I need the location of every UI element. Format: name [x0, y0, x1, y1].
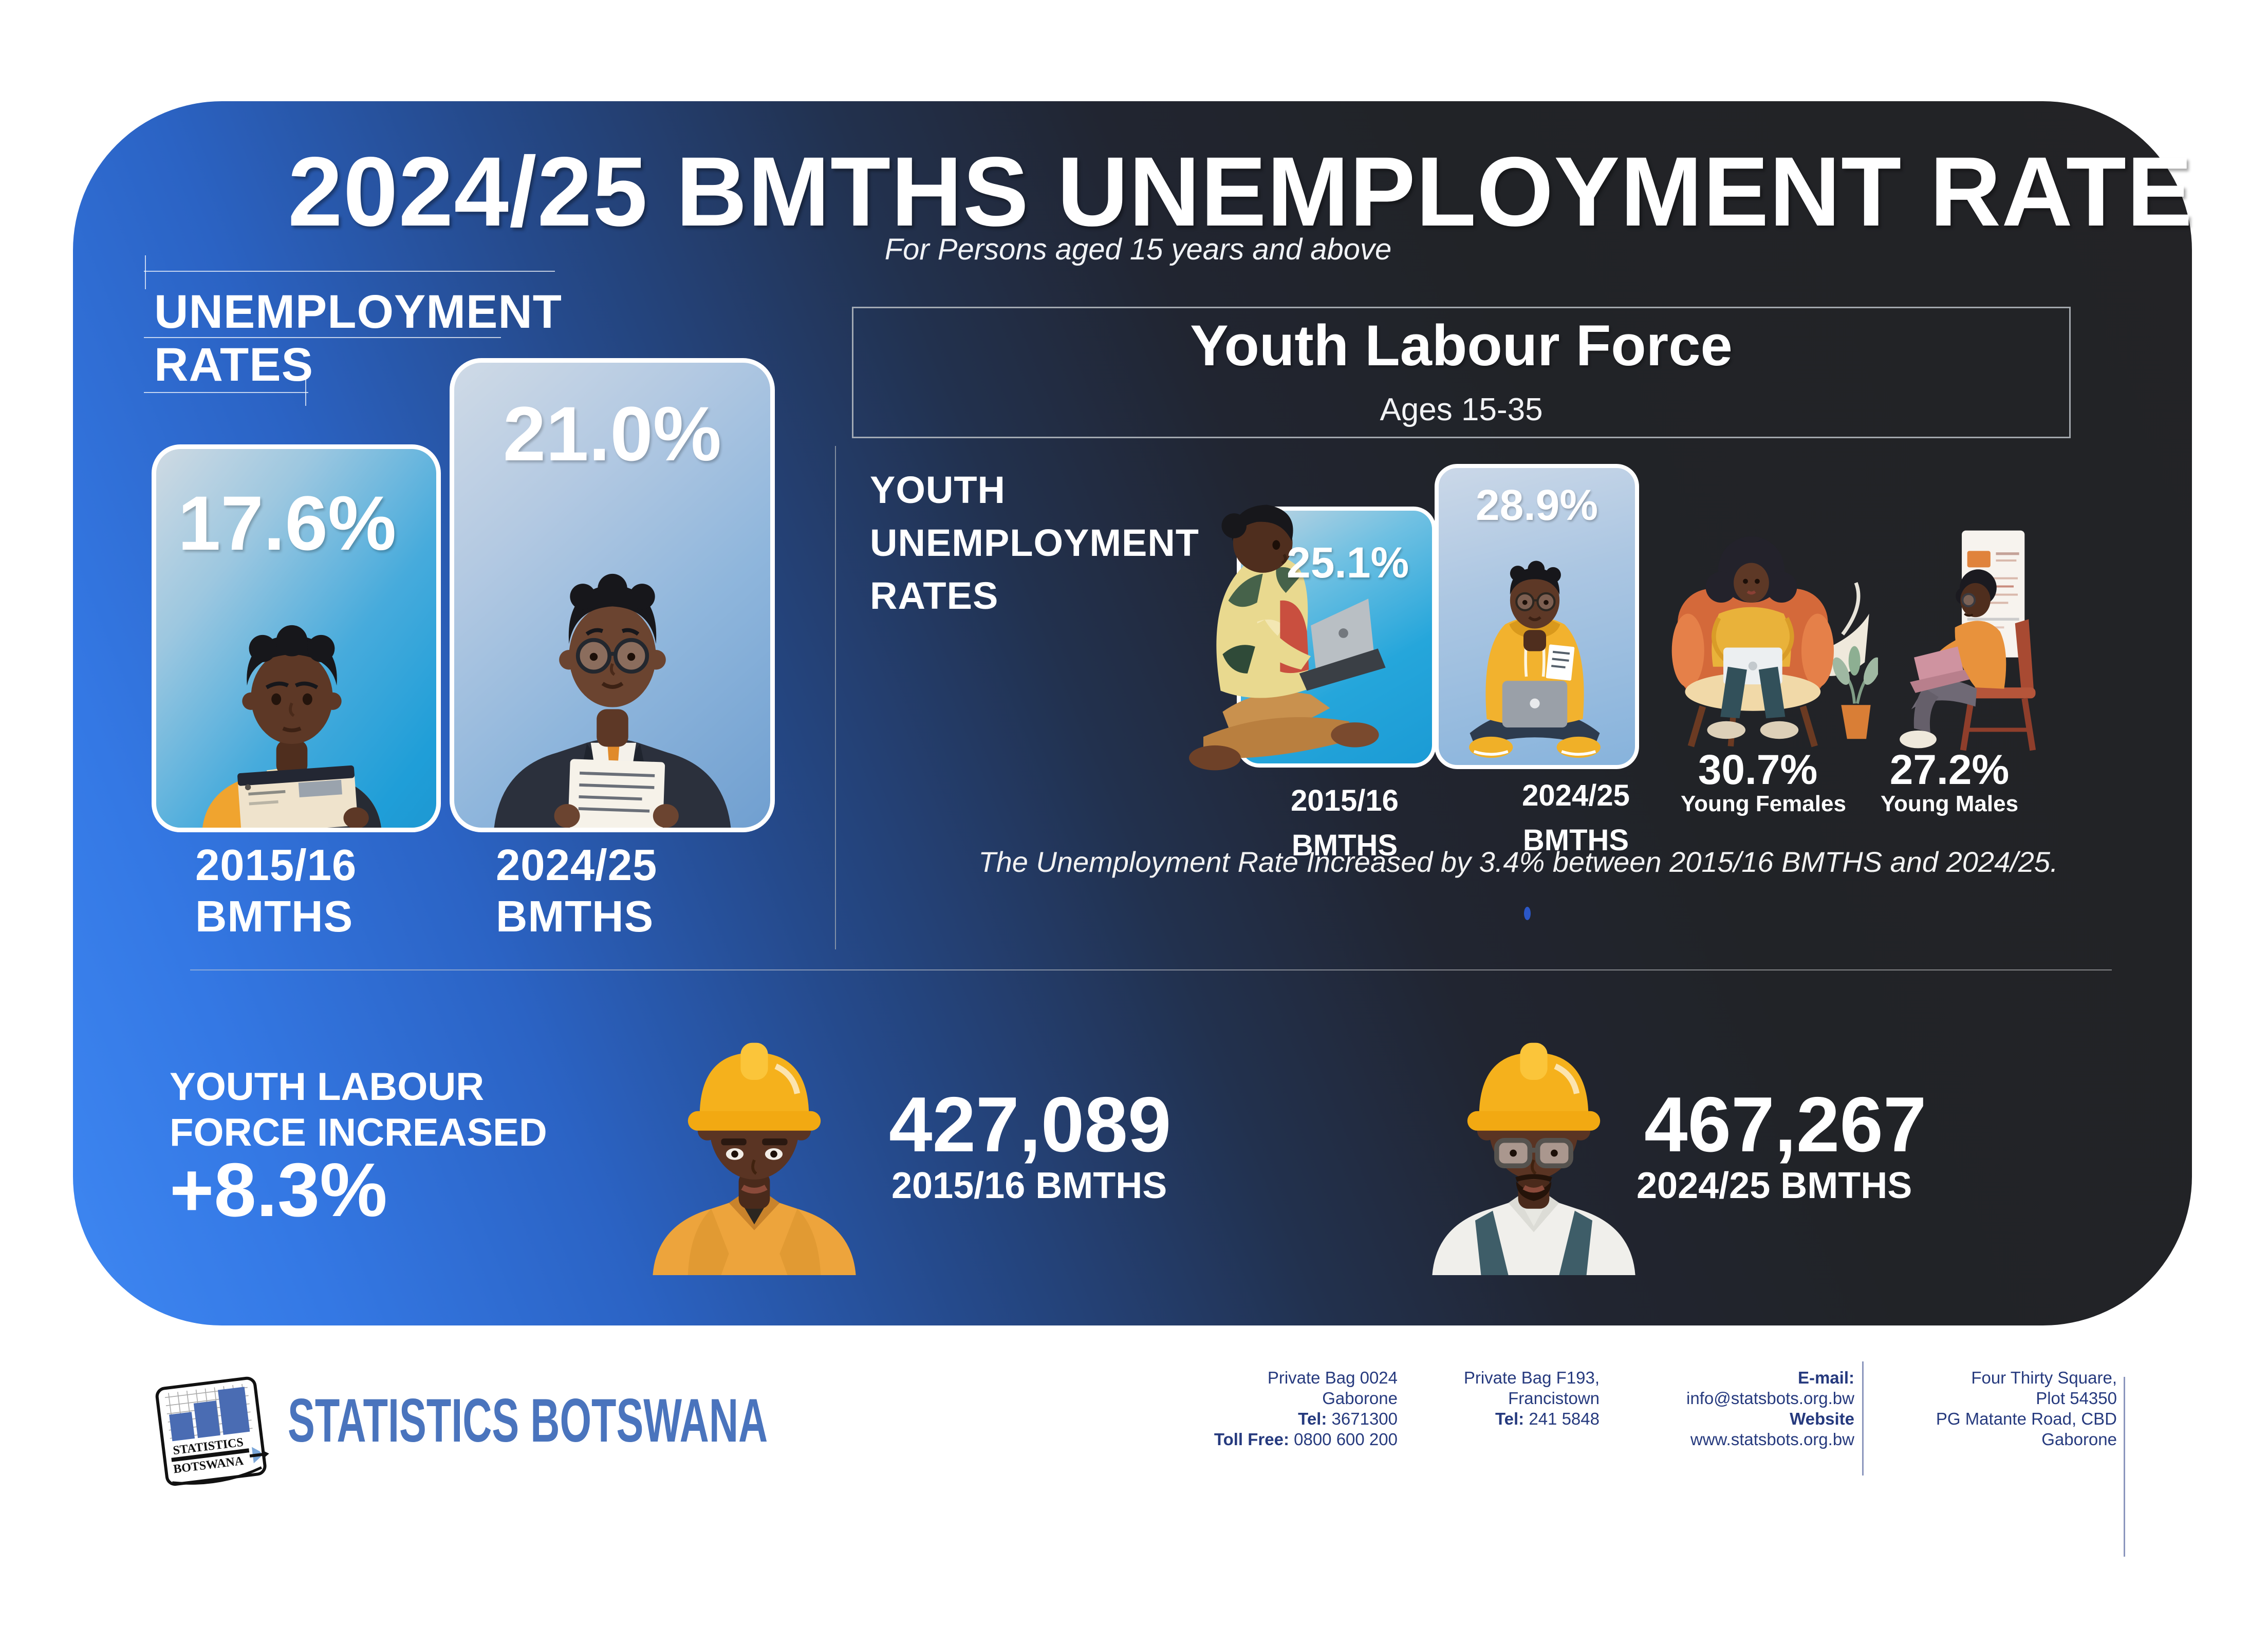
man-chair-laptop-icon	[1900, 530, 2036, 751]
labour-force-2024-25-label: 2024/25 BMTHS	[1637, 1165, 1912, 1206]
young-males-rate: 27.2%	[1889, 746, 2010, 793]
rate-value-2015-16: 17.6%	[178, 480, 397, 566]
label-survey: BMTHS	[1291, 829, 1398, 862]
contact-line: Tel: 241 5848	[1495, 1409, 1600, 1428]
worker-illustration-2024-25	[1405, 1002, 1662, 1275]
youth-box-title: Youth Labour Force	[1190, 313, 1733, 378]
contact-line: Gaborone	[1322, 1389, 1398, 1408]
decor-tick-left	[145, 255, 146, 289]
increase-note: The Unemployment Rate Increased by 3.4% …	[978, 846, 2058, 878]
label-survey: BMTHS	[496, 892, 654, 942]
label-year: 2024/25	[1522, 779, 1630, 812]
growth-heading: YOUTH LABOUR FORCE INCREASED	[170, 1064, 547, 1156]
unemployment-rates-heading: UNEMPLOYMENT RATES	[154, 286, 562, 391]
page-subtitle: For Persons aged 15 years and above	[884, 233, 1392, 266]
youth-section-rule	[835, 446, 836, 949]
rate-card-2024-25: 21.0%	[450, 358, 775, 832]
contact-line: Website	[1790, 1409, 1854, 1428]
decor-line-mid	[144, 337, 501, 338]
rate-card-label-2024-25: 2024/25 BMTHS	[496, 840, 657, 943]
contact-line: Plot 54350	[2036, 1389, 2117, 1408]
blue-dot-decor	[1524, 907, 1531, 920]
youth-rate-value-2015-16: 25.1%	[1287, 538, 1409, 587]
footer-divider-2	[2124, 1377, 2125, 1557]
yellow-hoodie-laptop-person-icon	[1469, 561, 1601, 758]
page-title: 2024/25 BMTHS UNEMPLOYMENT RATE	[288, 136, 2193, 247]
brand-wordmark: STATISTICS BOTSWANA	[288, 1386, 768, 1455]
contact-line: info@statsbots.org.bw	[1686, 1389, 1854, 1408]
decor-tick-right	[305, 377, 306, 406]
construction-worker-icon	[653, 1042, 856, 1275]
statistics-botswana-logo-icon: STATISTICS BOTSWANA	[155, 1376, 269, 1486]
decor-line-low	[144, 392, 308, 393]
young-females-rate: 30.7%	[1698, 746, 1818, 793]
young-males-label: Young Males	[1880, 791, 2019, 816]
camo-jacket-laptop-person-icon	[1189, 505, 1386, 771]
contact-line: Four Thirty Square,	[1971, 1368, 2117, 1387]
rate-card-2015-16: 17.6%	[152, 444, 441, 832]
youth-laptop-illustration-2015-16	[1156, 485, 1423, 773]
label-year: 2015/16	[1291, 784, 1399, 817]
rate-card-label-2015-16: 2015/16 BMTHS	[195, 840, 357, 943]
heading-line-1: YOUTH	[870, 469, 1006, 511]
boy-with-folder-icon	[202, 625, 381, 828]
section-divider	[190, 969, 2112, 970]
young-females-label: Young Females	[1681, 791, 1846, 816]
statistics-botswana-logo: STATISTICS BOTSWANA	[149, 1368, 272, 1498]
contact-address: Four Thirty Square, Plot 54350 PG Matant…	[1881, 1368, 2117, 1450]
youth-unemployment-heading: YOUTH UNEMPLOYMENT RATES	[870, 464, 1199, 623]
graduate-with-document-illustration	[484, 496, 741, 828]
main-infographic-card: 2024/25 BMTHS UNEMPLOYMENT RATE For Pers…	[73, 101, 2192, 1325]
labour-force-2015-16-value: 427,089	[889, 1081, 1172, 1168]
contact-line: Private Bag F193,	[1463, 1368, 1600, 1387]
growth-delta: +8.3%	[170, 1148, 387, 1232]
contact-line: www.statsbots.org.bw	[1690, 1430, 1854, 1449]
construction-worker-glasses-icon	[1432, 1042, 1635, 1275]
contact-line: Tel: 3671300	[1298, 1409, 1398, 1428]
woman-armchair-laptop-icon	[1671, 536, 1878, 748]
heading-line-2: UNEMPLOYMENT	[870, 521, 1199, 564]
footer-divider-1	[1862, 1361, 1864, 1475]
label-year: 2024/25	[496, 841, 658, 890]
youth-box-subtitle: Ages 15-35	[1380, 392, 1543, 427]
label-survey: BMTHS	[195, 892, 354, 942]
young-male-illustration	[1874, 506, 2066, 756]
contact-line: Gaborone	[2041, 1430, 2117, 1449]
youth-rate-label-2015-16: 2015/16 BMTHS	[1268, 778, 1422, 868]
rate-value-2024-25: 21.0%	[503, 390, 722, 477]
heading-line-1: UNEMPLOYMENT	[154, 286, 562, 338]
youth-laptop-illustration-2024-25	[1450, 521, 1620, 765]
contact-email-website: E-mail: info@statsbots.org.bw Website ww…	[1593, 1368, 1854, 1450]
contact-line: Francistown	[1508, 1389, 1600, 1408]
worker-illustration-2015-16	[626, 1002, 883, 1275]
heading-line-2: RATES	[154, 339, 313, 391]
unemployed-youth-illustration	[181, 596, 403, 828]
decor-line-top	[144, 271, 555, 272]
heading-line-2: FORCE INCREASED	[170, 1110, 547, 1154]
contact-line: Private Bag 0024	[1267, 1368, 1398, 1387]
young-female-illustration	[1657, 520, 1878, 752]
label-survey: BMTHS	[1522, 824, 1629, 857]
contact-line: PG Matante Road, CBD	[1936, 1409, 2117, 1428]
contact-francistown: Private Bag F193, Francistown Tel: 241 5…	[1418, 1368, 1600, 1429]
contact-gaborone-hq: Private Bag 0024 Gaborone Tel: 3671300 T…	[1161, 1368, 1398, 1450]
heading-line-1: YOUTH LABOUR	[170, 1065, 485, 1109]
labour-force-2024-25-value: 467,267	[1644, 1081, 1927, 1168]
suit-man-icon	[494, 573, 731, 828]
labour-force-2015-16-label: 2015/16 BMTHS	[891, 1165, 1167, 1206]
label-year: 2015/16	[195, 841, 357, 890]
heading-line-3: RATES	[870, 574, 999, 617]
youth-rate-card-2024-25: 28.9%	[1435, 464, 1639, 769]
youth-rate-label-2024-25: 2024/25 BMTHS	[1499, 773, 1653, 863]
youth-labour-force-box: Youth Labour Force Ages 15-35	[852, 307, 2071, 438]
contact-line: Toll Free: 0800 600 200	[1214, 1430, 1398, 1449]
youth-rate-value-2024-25: 28.9%	[1475, 481, 1598, 529]
contact-line: E-mail:	[1797, 1368, 1854, 1387]
